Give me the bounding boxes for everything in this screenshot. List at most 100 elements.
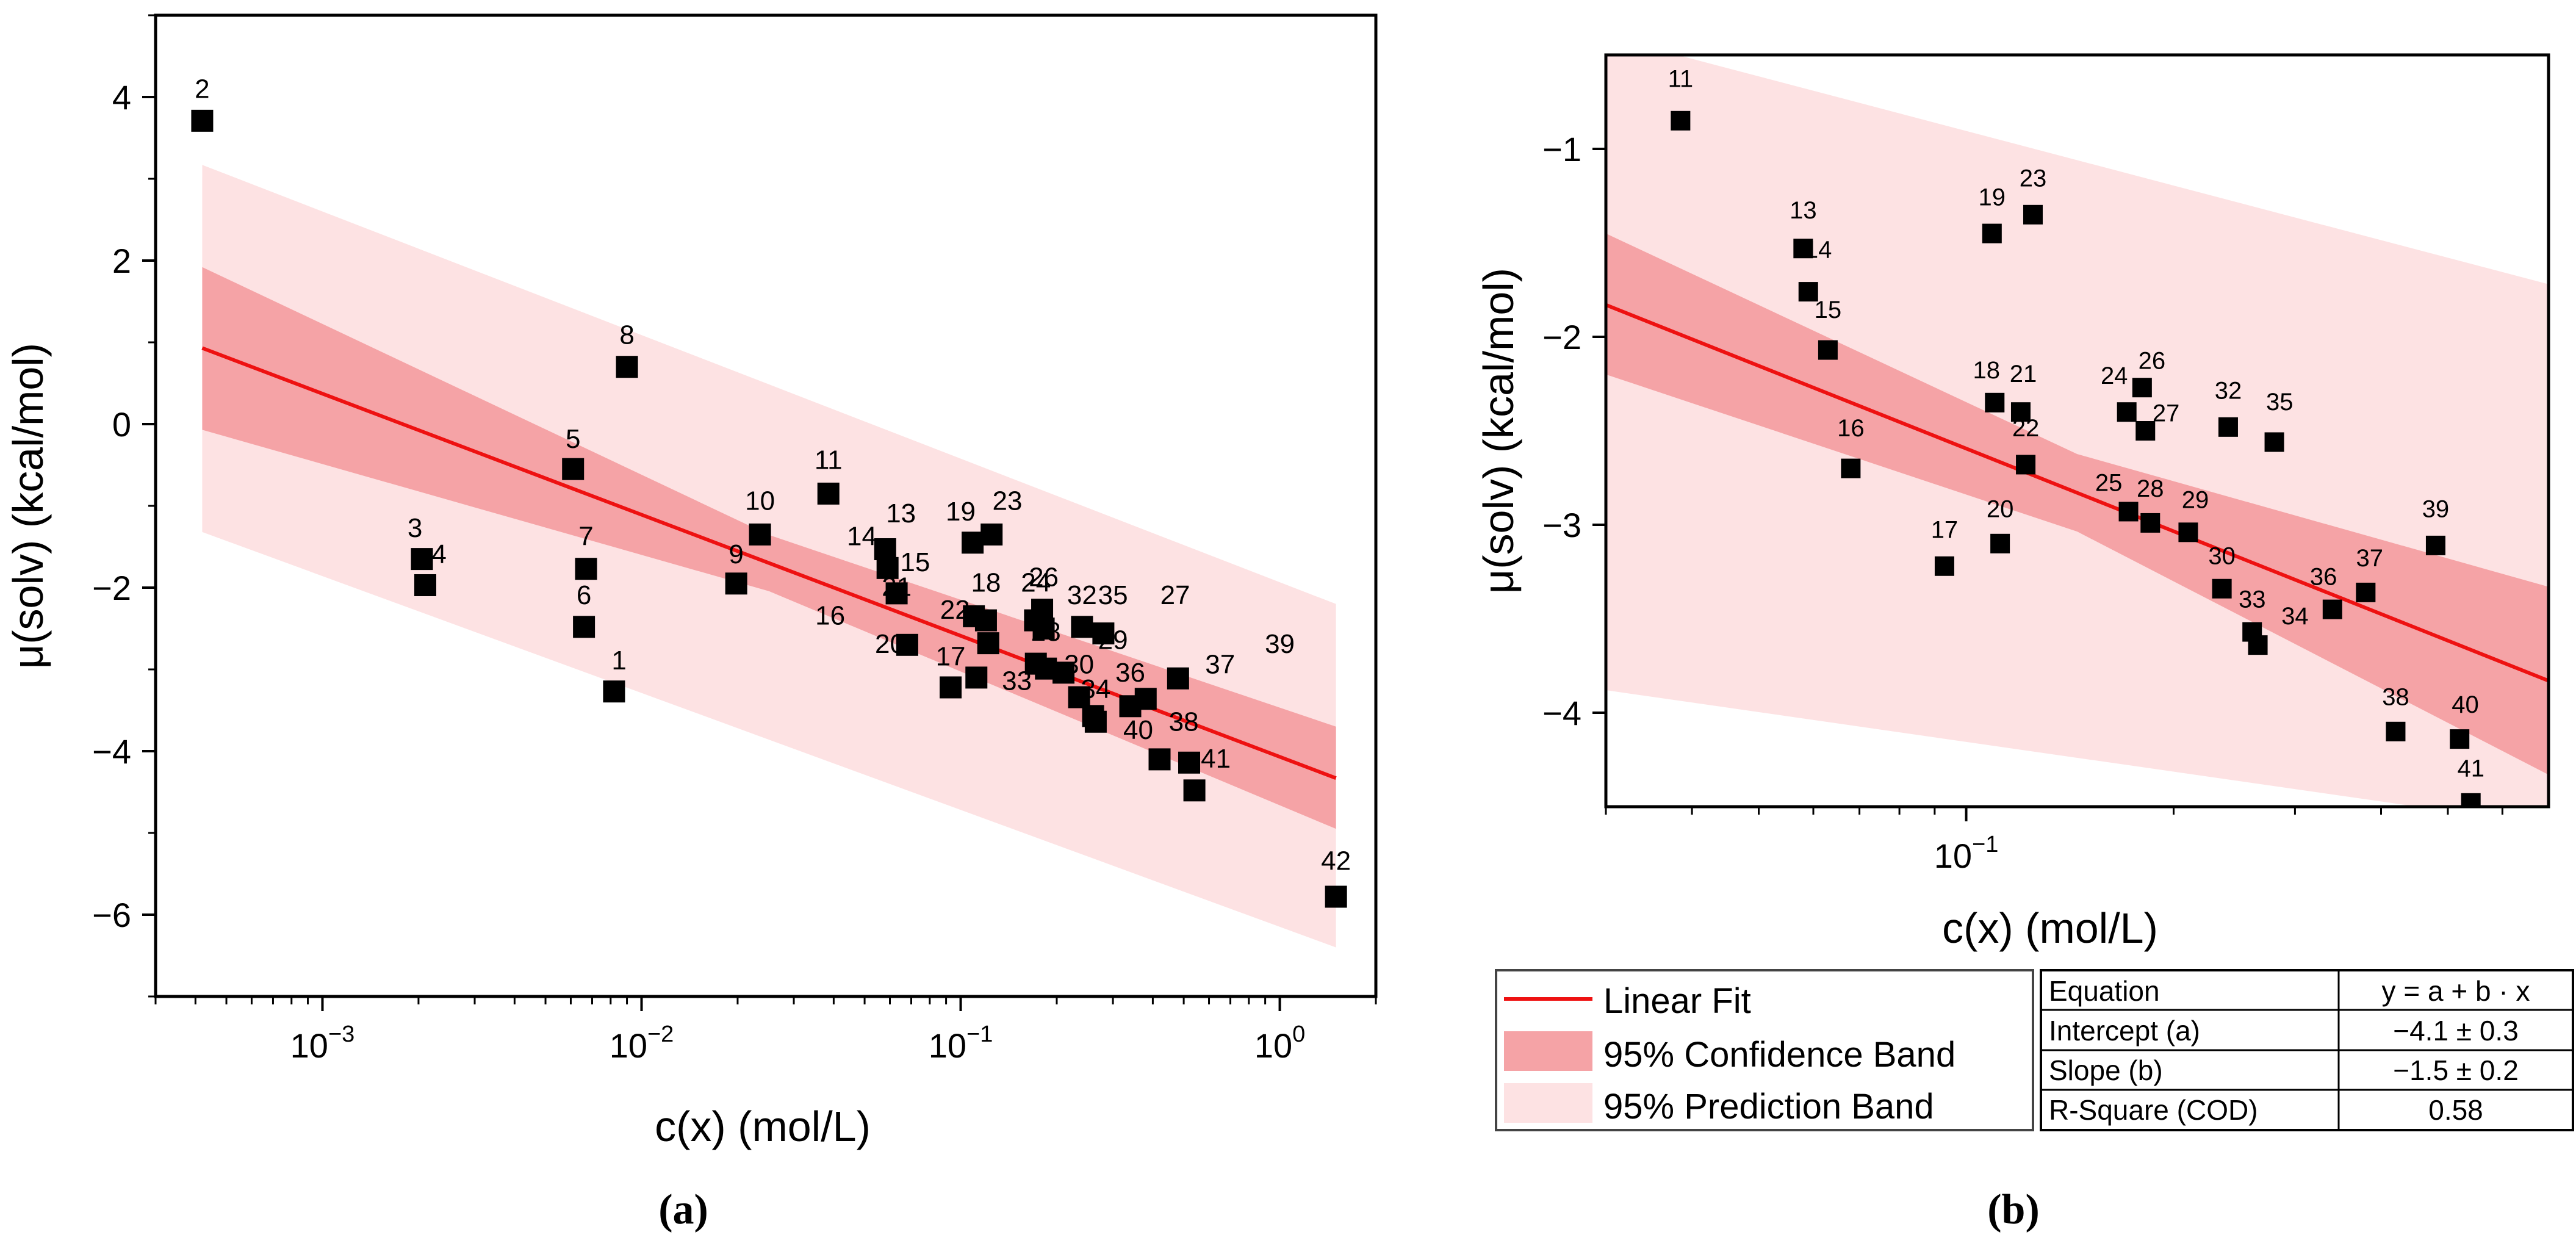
data-point-label: 21 (882, 572, 912, 602)
data-point-label: 1 (611, 646, 626, 676)
data-point-30 (2212, 578, 2232, 599)
data-point-label: 33 (1002, 666, 1032, 696)
data-point-27 (2135, 421, 2156, 441)
stats-rsquare-value: 0.58 (2428, 1094, 2483, 1126)
data-point-38 (2386, 721, 2406, 741)
data-point-23 (2023, 204, 2043, 225)
data-point-label: 37 (1205, 650, 1235, 680)
data-point-7 (575, 558, 597, 580)
data-point-14 (1798, 282, 1818, 302)
data-point-label: 15 (900, 547, 930, 577)
data-point-label: 22 (940, 595, 970, 625)
data-point-2 (191, 109, 214, 132)
data-point-11 (817, 482, 840, 505)
stats-slope-value: −1.5 ± 0.2 (2393, 1054, 2519, 1086)
x-tick-label: 10−1 (929, 1021, 993, 1065)
data-point-29 (2178, 522, 2198, 542)
data-point-13 (1793, 239, 1813, 259)
stats-intercept-value: −4.1 ± 0.3 (2393, 1015, 2519, 1047)
legend: Linear Fit 95% Confidence Band 95% Predi… (1495, 969, 2034, 1131)
y-tick-label: −2 (92, 569, 131, 607)
panel-a-x-axis-title: c(x) (mol/L) (655, 1103, 871, 1150)
y-tick-label: 0 (112, 405, 131, 444)
panel-b-y-axis-title: μ(solv) (kcal/mol) (1475, 268, 1522, 594)
data-point-label: 26 (2139, 347, 2166, 374)
data-point-label: 30 (1064, 650, 1094, 680)
data-point-label: 5 (566, 424, 580, 454)
data-point-40 (2450, 729, 2470, 749)
legend-confidence-swatch (1504, 1031, 1592, 1071)
data-point-label: 28 (2137, 475, 2164, 502)
data-point-41 (1183, 779, 1206, 802)
x-tick-label: 100 (1254, 1021, 1305, 1065)
legend-prediction-swatch (1504, 1083, 1592, 1123)
data-point-32 (1071, 616, 1093, 638)
panel-b-sublabel: (b) (1987, 1186, 2040, 1233)
data-point-3 (411, 548, 433, 571)
data-point-1 (603, 680, 625, 703)
stats-rsquare-key: R-Square (COD) (2049, 1094, 2258, 1126)
data-point-40 (1178, 751, 1201, 774)
stats-slope-key: Slope (b) (2049, 1054, 2163, 1086)
data-point-label: 19 (1979, 184, 2006, 211)
data-point-9 (725, 572, 747, 595)
data-point-34 (1084, 710, 1107, 733)
data-point-6 (573, 616, 595, 638)
panel-b-confidence-band (1606, 233, 2549, 775)
y-tick-label: 4 (112, 78, 131, 117)
data-point-label: 16 (1837, 415, 1865, 442)
data-point-label: 3 (408, 513, 422, 543)
x-tick-label: 10−2 (610, 1021, 674, 1065)
data-point-22 (2016, 455, 2036, 475)
data-point-11 (1671, 110, 1691, 131)
data-point-39 (1167, 667, 1189, 690)
stats-table: Equation y = a + b · x Intercept (a) −4.… (2040, 969, 2574, 1131)
data-point-24 (2117, 402, 2137, 422)
data-point-label: 38 (2382, 684, 2409, 711)
x-tick-label: 10−3 (290, 1021, 355, 1065)
data-point-36 (2322, 599, 2342, 619)
data-point-29 (1052, 661, 1075, 684)
data-point-label: 14 (847, 521, 877, 551)
data-point-label: 32 (1067, 580, 1097, 610)
data-point-label: 19 (946, 497, 976, 527)
data-point-23 (980, 523, 1003, 546)
data-point-26 (2132, 378, 2152, 398)
panel-b-bands (1606, 55, 2549, 807)
data-point-label: 30 (2208, 543, 2236, 570)
data-point-label: 41 (2457, 755, 2484, 782)
data-point-14 (876, 557, 899, 579)
data-point-17 (940, 676, 962, 699)
y-tick-label: −4 (92, 732, 131, 771)
data-point-15 (1818, 340, 1838, 360)
data-point-label: 11 (815, 445, 843, 475)
data-point-label: 37 (2356, 545, 2384, 572)
data-point-8 (616, 356, 638, 378)
data-point-label: 15 (1815, 297, 1842, 323)
panel-a: 1234567891011131415161718192021222324262… (4, 13, 1378, 1233)
data-point-22 (977, 632, 999, 655)
panel-a-y-axis-title: μ(solv) (kcal/mol) (4, 343, 52, 669)
stats-equation-value: y = a + b · x (2382, 975, 2530, 1007)
data-point-label: 26 (1029, 562, 1059, 592)
data-point-label: 2 (195, 74, 209, 104)
data-point-label: 14 (1805, 237, 1832, 264)
data-point-label: 40 (1123, 715, 1153, 745)
legend-confidence-label: 95% Confidence Band (1603, 1035, 1955, 1075)
data-point-label: 27 (2153, 400, 2180, 427)
data-point-4 (414, 574, 437, 596)
panel-b-x-axis-title: c(x) (mol/L) (1942, 904, 2158, 952)
data-point-label: 21 (2010, 361, 2037, 387)
panel-b: 11 13 14 15 16 17 18 19 20 21 22 23 24 25 26 27 28 29 30 32… (1475, 53, 2550, 1233)
data-point-16 (896, 633, 918, 656)
panel-a-confidence-band (202, 267, 1336, 829)
data-point-label: 6 (577, 580, 591, 610)
data-point-label: 10 (745, 486, 775, 516)
data-point-18 (1985, 392, 2005, 413)
y-tick-label: −2 (1542, 318, 1581, 356)
data-point-label: 34 (2281, 603, 2309, 630)
data-point-label: 41 (1201, 744, 1231, 774)
data-point-label: 20 (875, 629, 905, 659)
data-point-label: 27 (1160, 580, 1190, 610)
